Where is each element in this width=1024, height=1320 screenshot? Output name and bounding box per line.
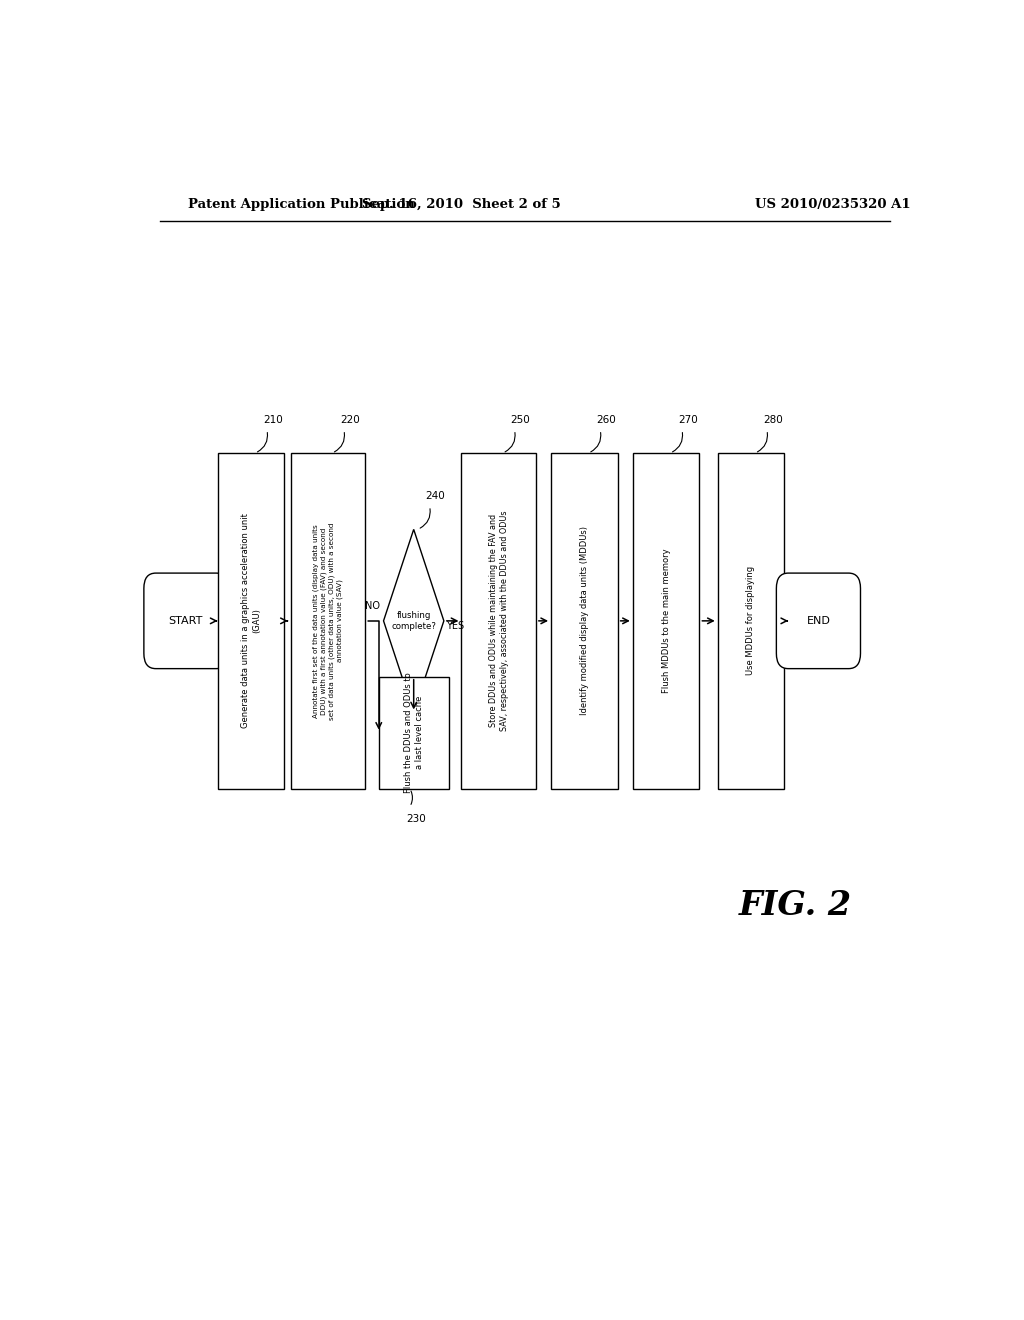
Text: 250: 250 bbox=[511, 414, 530, 425]
Text: NO: NO bbox=[366, 601, 380, 611]
Text: 260: 260 bbox=[596, 414, 616, 425]
Text: END: END bbox=[807, 616, 830, 626]
Text: Annotate first set of the data units (display data units
DDU) with a first annot: Annotate first set of the data units (di… bbox=[312, 523, 343, 719]
Text: 210: 210 bbox=[263, 414, 283, 425]
Bar bbox=[291, 453, 366, 788]
Text: 280: 280 bbox=[763, 414, 782, 425]
Text: YES: YES bbox=[446, 620, 464, 631]
Text: Generate data units in a graphics acceleration unit
(GAU): Generate data units in a graphics accele… bbox=[241, 513, 261, 729]
Text: US 2010/0235320 A1: US 2010/0235320 A1 bbox=[755, 198, 910, 211]
Text: 270: 270 bbox=[678, 414, 697, 425]
Bar bbox=[218, 453, 285, 788]
Bar bbox=[379, 677, 449, 788]
Text: 220: 220 bbox=[340, 414, 359, 425]
FancyBboxPatch shape bbox=[776, 573, 860, 669]
Polygon shape bbox=[384, 529, 443, 713]
Text: flushing
complete?: flushing complete? bbox=[391, 611, 436, 631]
Text: Flush the DDUs and ODUs to
a last level cache: Flush the DDUs and ODUs to a last level … bbox=[403, 672, 424, 793]
Text: START: START bbox=[169, 616, 203, 626]
Text: Patent Application Publication: Patent Application Publication bbox=[187, 198, 415, 211]
Bar bbox=[633, 453, 699, 788]
Bar bbox=[551, 453, 617, 788]
Text: 230: 230 bbox=[406, 814, 426, 824]
Text: Identify modified display data units (MDDUs): Identify modified display data units (MD… bbox=[580, 527, 589, 715]
Text: 240: 240 bbox=[426, 491, 445, 500]
Text: Sep. 16, 2010  Sheet 2 of 5: Sep. 16, 2010 Sheet 2 of 5 bbox=[361, 198, 561, 211]
Bar bbox=[718, 453, 784, 788]
Text: Store DDUs and ODUs while maintaining the FAV and
SAV, respectively, associated : Store DDUs and ODUs while maintaining th… bbox=[488, 511, 509, 731]
FancyBboxPatch shape bbox=[143, 573, 228, 669]
Text: Flush MDDUs to the main memory: Flush MDDUs to the main memory bbox=[662, 549, 671, 693]
Text: FIG. 2: FIG. 2 bbox=[739, 888, 852, 921]
Text: Use MDDUs for displaying: Use MDDUs for displaying bbox=[746, 566, 756, 676]
Bar bbox=[462, 453, 536, 788]
